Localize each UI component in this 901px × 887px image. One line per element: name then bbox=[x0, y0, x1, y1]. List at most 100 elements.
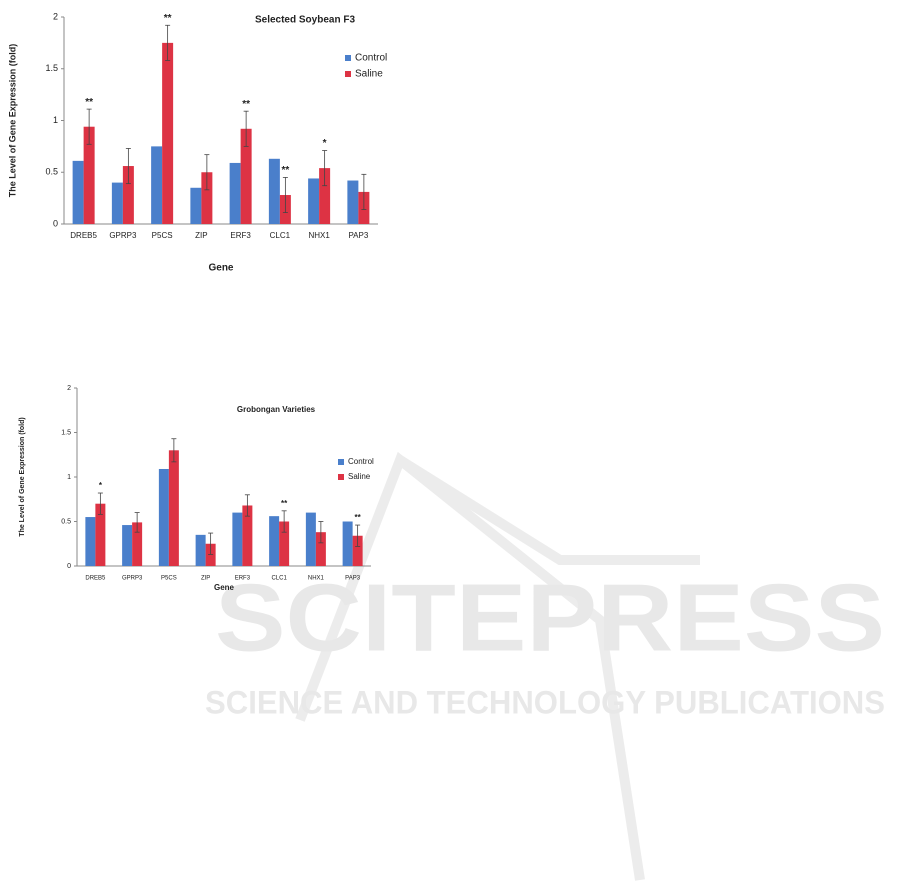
bar bbox=[151, 146, 163, 224]
x-axis-label: Gene bbox=[214, 583, 235, 592]
bar bbox=[269, 516, 280, 566]
watermark-shape bbox=[295, 451, 645, 881]
error-bar bbox=[318, 521, 324, 544]
watermark-subtitle: SCIENCE AND TECHNOLOGY PUBLICATIONS bbox=[205, 684, 885, 720]
x-tick-label: DREB5 bbox=[85, 576, 106, 582]
x-axis-label: Gene bbox=[208, 263, 233, 274]
significance-label: ** bbox=[355, 513, 362, 522]
y-tick-label: 1.5 bbox=[61, 429, 71, 436]
bar bbox=[83, 126, 95, 224]
x-tick-label: CLC1 bbox=[270, 231, 291, 240]
x-tick-label: ERF3 bbox=[235, 576, 251, 582]
x-tick-label: DREB5 bbox=[70, 231, 97, 240]
y-tick-label: 1.5 bbox=[45, 63, 58, 73]
x-tick-label: ERF3 bbox=[230, 231, 251, 240]
bar bbox=[122, 525, 133, 566]
bar bbox=[229, 162, 241, 224]
bar bbox=[122, 166, 134, 224]
y-tick-label: 0.5 bbox=[45, 167, 58, 177]
x-tick-label: ZIP bbox=[195, 231, 207, 240]
error-bar bbox=[322, 150, 328, 187]
bar bbox=[319, 168, 331, 224]
bar bbox=[308, 178, 320, 224]
x-tick-label: NHX1 bbox=[308, 231, 330, 240]
chart: Selected Soybean F3 Gene The Level of Gene… bbox=[7, 11, 387, 273]
y-tick-label: 0 bbox=[53, 218, 58, 228]
error-bar bbox=[134, 512, 140, 533]
error-bar bbox=[243, 110, 249, 147]
bar bbox=[242, 505, 253, 566]
significance-label: ** bbox=[242, 99, 250, 110]
bar bbox=[190, 187, 202, 224]
chart: Grobongan Varieties Gene The Level of Gene… bbox=[19, 385, 374, 592]
bar bbox=[352, 535, 363, 566]
significance-label: * bbox=[323, 138, 327, 149]
y-tick-label: 1 bbox=[67, 474, 71, 481]
bar bbox=[268, 158, 280, 224]
bar bbox=[232, 512, 243, 566]
bar bbox=[205, 543, 216, 566]
x-tick-label: P5CS bbox=[152, 231, 173, 240]
legend-label: Control bbox=[348, 457, 374, 466]
legend-swatch bbox=[338, 459, 344, 465]
legend-label: Saline bbox=[348, 472, 371, 481]
significance-label: ** bbox=[281, 499, 288, 508]
legend-label: Control bbox=[355, 53, 387, 64]
x-tick-label: ZIP bbox=[201, 576, 210, 582]
y-tick-label: 2 bbox=[67, 385, 71, 392]
chart-title: Grobongan Varieties bbox=[237, 405, 316, 414]
bar bbox=[315, 532, 326, 566]
significance-label: ** bbox=[85, 97, 93, 108]
y-tick-label: 0 bbox=[67, 563, 71, 570]
bar bbox=[95, 503, 106, 566]
bar bbox=[111, 182, 123, 224]
x-tick-label: PAP3 bbox=[348, 231, 368, 240]
legend-swatch bbox=[345, 55, 351, 61]
bar bbox=[132, 522, 143, 566]
error-bar bbox=[281, 510, 287, 533]
watermark bbox=[295, 451, 700, 881]
error-bar bbox=[204, 154, 210, 191]
error-bar bbox=[97, 492, 103, 515]
watermark-shape bbox=[397, 455, 700, 565]
error-bar bbox=[282, 177, 288, 214]
x-tick-label: P5CS bbox=[161, 576, 177, 582]
bar bbox=[168, 450, 179, 566]
bar bbox=[85, 517, 96, 566]
significance-label: ** bbox=[281, 165, 289, 176]
bar bbox=[305, 512, 316, 566]
x-tick-label: PAP3 bbox=[345, 576, 361, 582]
bar bbox=[195, 534, 206, 566]
error-bar bbox=[361, 173, 367, 210]
bar bbox=[201, 172, 213, 224]
error-bar bbox=[244, 494, 250, 517]
bar bbox=[158, 468, 169, 566]
bar bbox=[240, 128, 252, 224]
error-bar bbox=[125, 148, 131, 185]
error-bar bbox=[355, 524, 361, 547]
watermark-title: SCITEPRESS bbox=[215, 564, 885, 671]
y-axis-label: The Level of Gene Expression (fold) bbox=[19, 417, 26, 536]
x-tick-label: CLC1 bbox=[271, 576, 287, 582]
y-axis-label: The Level of Gene Expression (fold) bbox=[7, 44, 17, 198]
bar bbox=[162, 42, 174, 224]
error-bar bbox=[171, 438, 177, 463]
y-tick-label: 1 bbox=[53, 115, 58, 125]
error-bar bbox=[86, 108, 92, 145]
error-bar bbox=[165, 24, 171, 61]
x-tick-label: GPRP3 bbox=[109, 231, 137, 240]
significance-label: * bbox=[99, 481, 103, 490]
bar bbox=[342, 521, 353, 566]
x-tick-label: NHX1 bbox=[308, 576, 325, 582]
legend-label: Saline bbox=[355, 69, 383, 80]
significance-label: ** bbox=[164, 13, 172, 24]
legend-swatch bbox=[338, 474, 344, 480]
bar bbox=[347, 180, 359, 224]
bar bbox=[72, 160, 84, 224]
y-tick-label: 0.5 bbox=[61, 518, 71, 525]
y-tick-label: 2 bbox=[53, 11, 58, 21]
bar bbox=[279, 521, 290, 566]
error-bar bbox=[208, 532, 214, 555]
